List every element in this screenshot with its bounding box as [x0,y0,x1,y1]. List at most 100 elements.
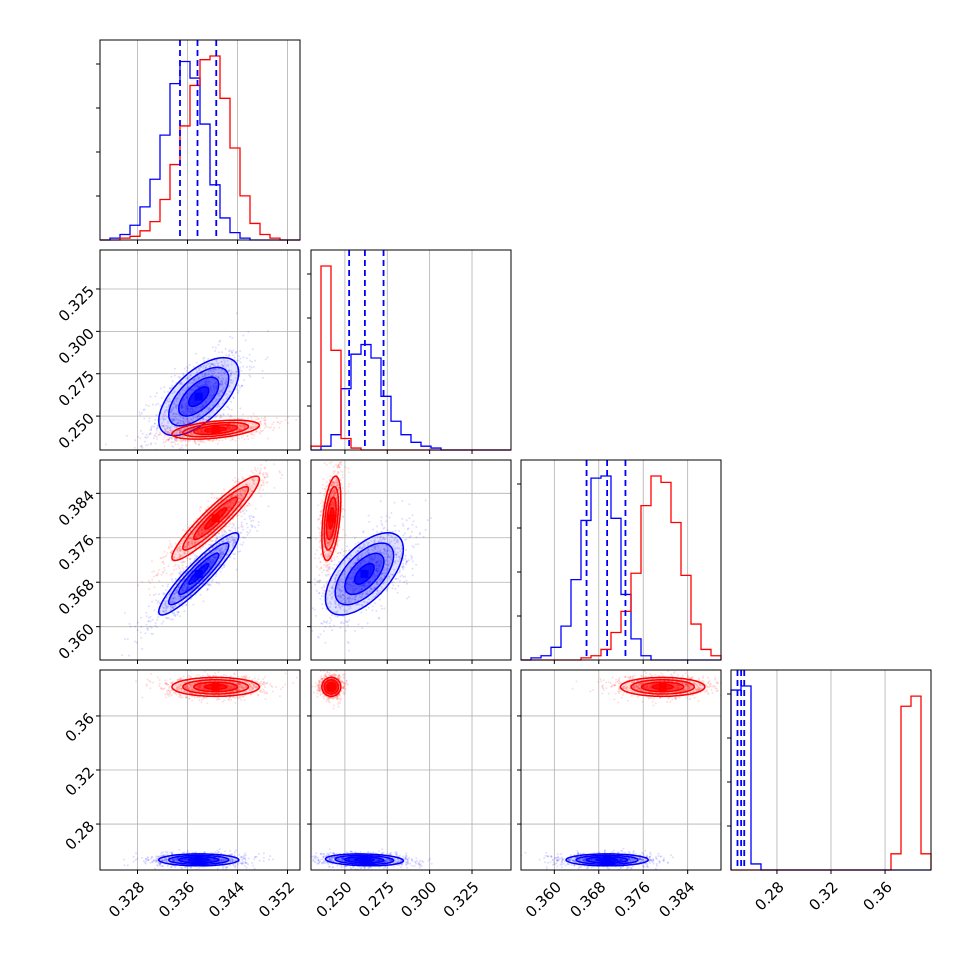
scatter-point [177,550,180,553]
scatter-point [185,409,188,412]
scatter-point [231,530,234,533]
scatter-point [272,421,275,424]
scatter-point [214,557,217,560]
scatter-point [147,605,150,608]
scatter-point [232,524,235,527]
scatter-point [256,529,259,532]
scatter-point [215,537,218,540]
scatter-point [182,586,185,589]
scatter-point [207,416,210,419]
scatter-point [379,538,382,541]
scatter-point [226,360,229,362]
scatter-point [229,496,232,499]
scatter-point [161,603,164,606]
scatter-point [170,408,173,411]
scatter-point [260,430,263,433]
scatter-point [147,435,150,438]
scatter-point [182,406,185,409]
scatter-point [166,434,168,437]
scatter-point [151,632,154,635]
scatter-point [249,359,251,362]
scatter-point [388,516,391,519]
scatter-point [196,440,199,442]
scatter-point [193,543,196,546]
scatter-point [201,440,204,443]
scatter-point [147,443,150,446]
scatter-point [361,604,364,607]
scatter-point [201,405,204,407]
scatter-point [199,431,202,434]
scatter-point [182,424,185,426]
scatter-point [371,559,374,561]
scatter-point [232,479,235,482]
scatter-point [248,483,251,485]
scatter-point [239,425,242,428]
scatter-point [221,377,224,380]
scatter-point [212,389,215,391]
scatter-point [375,530,378,533]
scatter-point [176,557,179,560]
scatter-point [212,439,214,442]
scatter-point [360,554,363,557]
scatter-point [189,429,191,432]
scatter-point [215,549,218,551]
scatter-point [176,453,178,455]
scatter-point [352,562,355,565]
scatter-point [169,601,172,604]
scatter-point [389,573,392,576]
scatter-point [405,563,408,566]
scatter-point [216,537,219,540]
scatter-point [178,434,181,437]
scatter-point [211,562,214,565]
scatter-point [216,548,219,550]
scatter-point [228,525,231,528]
scatter-point [229,496,232,499]
scatter-point [191,409,194,412]
scatter-point [212,404,214,407]
scatter-point [190,430,192,433]
scatter-point [197,377,200,380]
scatter-point [184,589,187,592]
scatter-point [182,595,185,598]
scatter-point [194,540,196,543]
scatter-point [177,443,180,446]
scatter-point [371,588,374,591]
scatter-point [229,439,232,442]
scatter-point [180,407,183,410]
scatter-point [244,425,247,428]
scatter-point [229,522,231,525]
scatter-point [253,479,255,482]
scatter-point [208,365,211,368]
scatter-point [229,335,232,338]
scatter-point [205,379,208,382]
scatter-point [176,397,179,400]
scatter-point [242,509,245,512]
scatter-point [259,432,262,435]
scatter-point [208,391,211,394]
scatter-point [344,601,347,604]
histogram-line-0-0 [100,60,300,241]
scatter-point [205,367,208,370]
scatter-point [153,570,156,573]
scatter-point [217,392,220,395]
scatter-point [179,440,182,443]
scatter-point [261,474,264,477]
scatter-point [172,419,175,422]
scatter-point [151,618,154,621]
scatter-point [264,416,266,419]
scatter-point [202,545,205,548]
scatter-point [220,379,223,382]
scatter-point [244,339,247,342]
scatter-point [245,509,248,512]
scatter-point [250,470,253,473]
scatter-point [406,597,409,600]
scatter-point [227,541,230,543]
scatter-point [193,411,196,414]
scatter-point [149,615,152,618]
scatter-point [244,426,246,429]
scatter-point [218,549,221,552]
scatter-point [175,403,178,406]
scatter-point [173,592,176,595]
scatter-point [186,579,189,582]
scatter-point [187,410,190,413]
